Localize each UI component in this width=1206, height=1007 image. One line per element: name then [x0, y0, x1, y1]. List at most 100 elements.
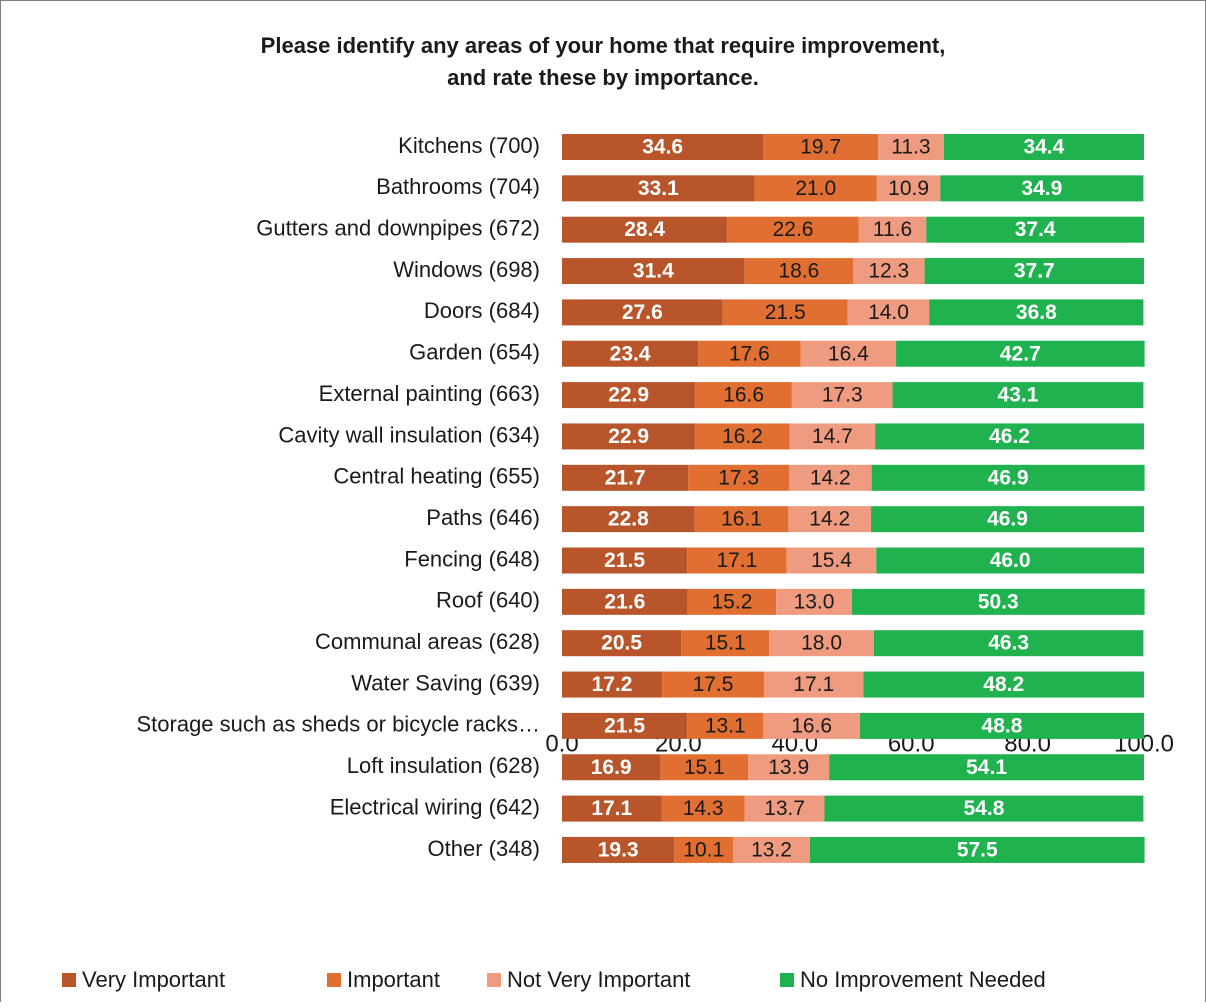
data-label: 36.8 [1016, 301, 1057, 324]
bar-segment [859, 712, 1144, 739]
data-label: 46.2 [989, 425, 1030, 448]
bar-segment [687, 547, 787, 574]
data-label: 13.7 [764, 797, 805, 820]
y-tick-label: Garden (654) [409, 340, 540, 365]
y-tick-label: Kitchens (700) [398, 133, 540, 158]
bar-segment [896, 340, 1145, 367]
data-label: 16.1 [721, 508, 762, 531]
chart-title: Please identify any areas of your home t… [261, 33, 946, 58]
bar-segment [763, 671, 864, 698]
bar-segment [562, 754, 661, 781]
bar-segment [876, 175, 941, 202]
bar-segment [929, 299, 1144, 326]
data-label: 16.6 [791, 714, 832, 737]
bar-segment [694, 506, 789, 533]
bar-segment [829, 754, 1144, 781]
bar-segment [791, 382, 893, 409]
data-label: 37.4 [1015, 218, 1056, 241]
data-label: 15.1 [705, 632, 746, 655]
data-label: 54.8 [964, 797, 1005, 820]
y-tick-label: Doors (684) [424, 298, 540, 323]
bar-segment [788, 464, 872, 491]
data-label: 13.0 [794, 590, 835, 613]
data-label: 13.9 [768, 756, 809, 779]
data-label: 17.1 [591, 797, 632, 820]
bar-segment [786, 547, 877, 574]
y-tick-label: Roof (640) [436, 588, 540, 613]
y-tick-label: Gutters and downpipes (672) [256, 216, 540, 241]
y-tick-label: Other (348) [428, 836, 541, 861]
legend-swatch [62, 973, 76, 987]
bar-segment [727, 216, 859, 243]
y-tick-label: Storage such as sheds or bicycle racks… [136, 712, 540, 737]
bar-segment [562, 712, 688, 739]
y-tick-label: Communal areas (628) [315, 629, 540, 654]
bar-segment [851, 588, 1145, 615]
bar-segment [853, 258, 925, 285]
bar-segment [562, 175, 755, 202]
data-label: 10.9 [888, 177, 929, 200]
data-label: 28.4 [624, 218, 665, 241]
data-label: 21.7 [605, 466, 646, 489]
bar-segment [940, 175, 1144, 202]
data-label: 12.3 [868, 260, 909, 283]
bar-segment [873, 630, 1144, 657]
bar-segment [924, 258, 1144, 285]
bar-segment [800, 340, 897, 367]
data-label: 54.1 [966, 756, 1007, 779]
legend-swatch [780, 973, 794, 987]
data-label: 21.6 [604, 590, 645, 613]
data-label: 16.9 [591, 756, 632, 779]
legend-swatch [327, 973, 341, 987]
y-tick-label: Central heating (655) [333, 464, 540, 489]
bar-segment [769, 630, 874, 657]
data-label: 16.6 [723, 384, 764, 407]
data-label: 33.1 [638, 177, 679, 200]
data-label: 27.6 [622, 301, 663, 324]
data-label: 22.8 [608, 508, 649, 531]
bar-segment [876, 547, 1144, 574]
bar-segment [763, 134, 879, 160]
y-tick-label: Electrical wiring (642) [330, 794, 540, 819]
bar-segment [562, 423, 696, 450]
data-label: 19.3 [598, 838, 639, 861]
y-tick-label: Fencing (648) [404, 546, 540, 571]
bar-segment [562, 464, 689, 491]
y-tick-label: Paths (646) [426, 505, 540, 530]
y-tick-label: Water Saving (639) [351, 670, 540, 695]
bar-segment [871, 506, 1144, 533]
data-label: 16.4 [828, 342, 869, 365]
data-label: 50.3 [978, 590, 1019, 613]
legend-label: Important [347, 967, 440, 992]
bar-segment [695, 382, 792, 409]
bar-segment [562, 836, 675, 863]
bar-segment [562, 588, 688, 615]
data-label: 11.3 [891, 136, 930, 159]
data-label: 22.6 [773, 218, 814, 241]
data-label: 23.4 [610, 342, 651, 365]
data-label: 46.9 [988, 466, 1029, 489]
data-label: 31.4 [633, 260, 674, 283]
data-label: 17.5 [693, 673, 734, 696]
bar-segment [744, 258, 853, 285]
bar-segment [562, 299, 723, 326]
bar-segment [809, 836, 1145, 863]
bar-segment [562, 671, 663, 698]
data-label: 14.2 [809, 508, 850, 531]
data-label: 43.1 [998, 384, 1039, 407]
bar-segment [847, 299, 930, 326]
legend-swatch [487, 973, 501, 987]
y-tick-label: Cavity wall insulation (634) [278, 422, 540, 447]
bar-segment [858, 216, 927, 243]
data-label: 46.9 [987, 508, 1028, 531]
data-label: 22.9 [608, 425, 649, 448]
data-label: 46.0 [990, 549, 1031, 572]
data-label: 17.1 [793, 673, 834, 696]
bar-segment [878, 134, 944, 160]
data-label: 21.5 [765, 301, 806, 324]
data-label: 37.7 [1014, 260, 1055, 283]
data-label: 21.5 [604, 549, 645, 572]
data-label: 15.2 [712, 590, 753, 613]
legend-label: No Improvement Needed [800, 967, 1046, 992]
legend-label: Very Important [82, 967, 225, 992]
